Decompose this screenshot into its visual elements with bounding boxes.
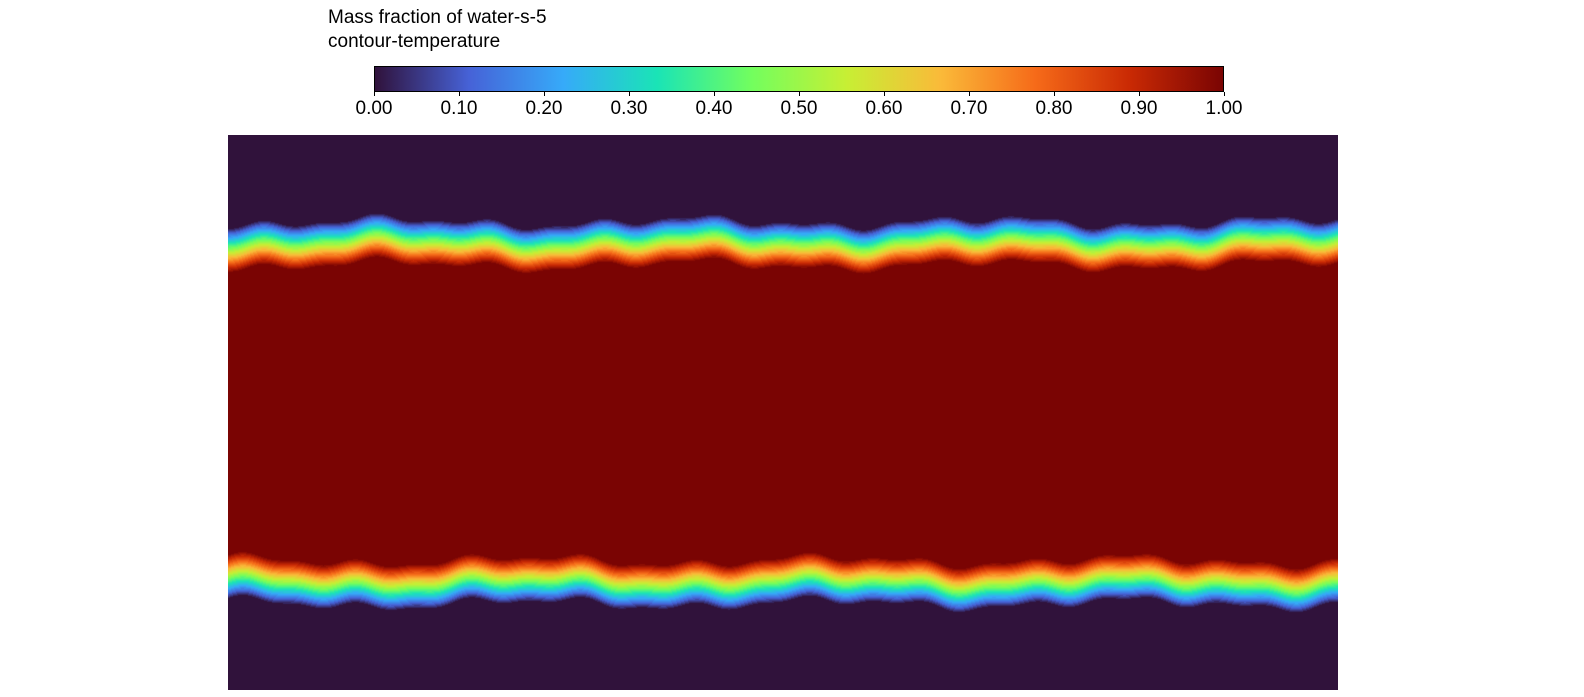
colorbar-tick-mark	[799, 92, 800, 96]
colorbar-ticks: 0.00 0.10 0.20 0.30 0.40 0.50 0.60 0.70 0.80 0.90…	[356, 92, 1242, 122]
contour-field	[228, 135, 1338, 690]
colorbar-tick-label: 0.10	[440, 98, 478, 119]
chart-title: Mass fraction of water-s-5	[328, 7, 547, 28]
chart-title-block: Mass fraction of water-s-5 contour-tempe…	[328, 6, 547, 54]
colorbar-tick-mark	[374, 92, 375, 96]
colorbar-tick-label: 0.40	[695, 98, 733, 119]
colorbar-tick-mark	[544, 92, 545, 96]
colorbar-tick-label: 0.20	[525, 98, 563, 119]
colorbar	[374, 66, 1224, 92]
colorbar-tick-mark	[884, 92, 885, 96]
colorbar-tick-mark	[1224, 92, 1225, 96]
colorbar-tick-mark	[714, 92, 715, 96]
colorbar-tick-label: 0.00	[355, 98, 393, 119]
colorbar-tick-mark	[1054, 92, 1055, 96]
colorbar-tick-mark	[1139, 92, 1140, 96]
colorbar-tick-label: 0.70	[950, 98, 988, 119]
chart-subtitle: contour-temperature	[328, 31, 501, 52]
colorbar-tick-label: 0.80	[1035, 98, 1073, 119]
colorbar-tick-mark	[629, 92, 630, 96]
colorbar-tick-label: 0.90	[1120, 98, 1158, 119]
colorbar-tick-label: 0.30	[610, 98, 648, 119]
colorbar-tick-label: 0.50	[780, 98, 818, 119]
colorbar-tick-mark	[459, 92, 460, 96]
colorbar-tick-mark	[969, 92, 970, 96]
colorbar-tick-label: 1.00	[1205, 98, 1243, 119]
colorbar-tick-label: 0.60	[865, 98, 903, 119]
